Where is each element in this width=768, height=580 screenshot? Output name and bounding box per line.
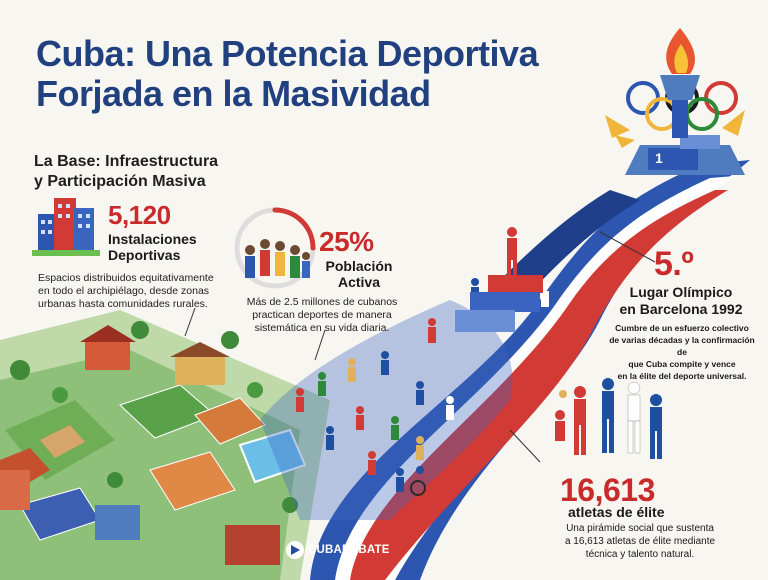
olympic-place-label: Lugar Olímpico en Barcelona 1992: [608, 284, 754, 318]
cubadebate-watermark: CUBADEBATE: [286, 538, 390, 562]
city-buildings-icon: [32, 198, 100, 256]
installations-label: Instalaciones Deportivas: [108, 231, 218, 263]
installations-value: 5,120: [108, 200, 171, 230]
elite-athletes-description: Una pirámide social que sustenta a 16,61…: [540, 522, 740, 561]
installations-description-line-3: urbanas hasta comunidades rurales.: [38, 298, 208, 310]
elite-athletes-description-line-2: a 16,613 atletas de élite mediante: [564, 536, 716, 547]
olympic-podium: [605, 110, 745, 175]
active-population-label: Población Activa: [319, 258, 399, 290]
olympic-place-label-line-1: Lugar Olímpico: [629, 284, 733, 300]
page-title-line-1: Cuba: Una Potencia Deportiva: [36, 33, 539, 74]
installations-description: Espacios distribuidos equitativamente en…: [38, 272, 278, 311]
active-population-description-line-1: Más de 2.5 millones de cubanos: [246, 296, 398, 308]
olympic-place-description-line-2: de varias décadas y la confirmación de: [609, 335, 755, 357]
installations-label-line-2: Deportivas: [108, 247, 181, 263]
olympic-place-value: 5.º: [654, 245, 694, 283]
elite-athletes-label: atletas de élite: [568, 504, 665, 520]
section-heading-line-2: y Participación Masiva: [34, 173, 206, 190]
elite-athletes-description-line-1: Una pirámide social que sustenta: [566, 523, 714, 534]
participation-gauge-fill: [272, 207, 316, 251]
page-title-line-2: Forjada en la Masividad: [36, 73, 431, 114]
olympic-place-description-line-3: que Cuba compite y vence: [628, 359, 736, 369]
active-population-description-line-2: practican deportes de manera: [252, 309, 392, 321]
olympic-place-description-line-4: en la élite del deporte universal.: [617, 371, 747, 381]
people-crowd-icon: [234, 207, 316, 289]
cubadebate-logo-icon: [286, 541, 304, 559]
olympic-place-description-line-1: Cumbre de un esfuerzo colectivo: [615, 323, 749, 333]
active-population-label-line-1: Población: [325, 258, 393, 274]
elite-athletes-value: 16,613: [560, 472, 655, 508]
active-population-description-line-3: sistemática en su vida diaria.: [254, 322, 390, 334]
section-heading-line-1: La Base: Infraestructura: [34, 153, 219, 170]
page-title: Cuba: Una Potencia Deportiva Forjada en …: [36, 34, 596, 114]
section-heading: La Base: Infraestructura y Participación…: [34, 152, 274, 192]
connector-lines: [184, 231, 656, 463]
elite-athletes-group: [555, 378, 662, 459]
olympic-place-label-line-2: en Barcelona 1992: [619, 301, 743, 317]
elite-athletes-description-line-3: técnica y talento natural.: [585, 549, 695, 560]
active-population-description: Más de 2.5 millones de cubanos practican…: [232, 296, 412, 335]
crowd-area: [260, 300, 513, 520]
olympic-torch-icon: [660, 28, 700, 138]
podium-number: 1: [655, 150, 663, 166]
active-population-label-line-2: Activa: [337, 274, 381, 290]
installations-label-line-1: Instalaciones: [108, 231, 197, 247]
installations-description-line-2: en todo el archipiélago, desde zonas: [38, 285, 210, 297]
cubadebate-brand-name: CUBADEBATE: [308, 544, 390, 556]
athlete-figures: [296, 227, 549, 496]
olympic-place-description: Cumbre de un esfuerzo colectivo de varia…: [608, 322, 756, 382]
installations-description-line-1: Espacios distribuidos equitativamente: [38, 272, 214, 284]
sports-city-landscape: [0, 310, 330, 580]
active-population-value: 25%: [319, 226, 374, 257]
